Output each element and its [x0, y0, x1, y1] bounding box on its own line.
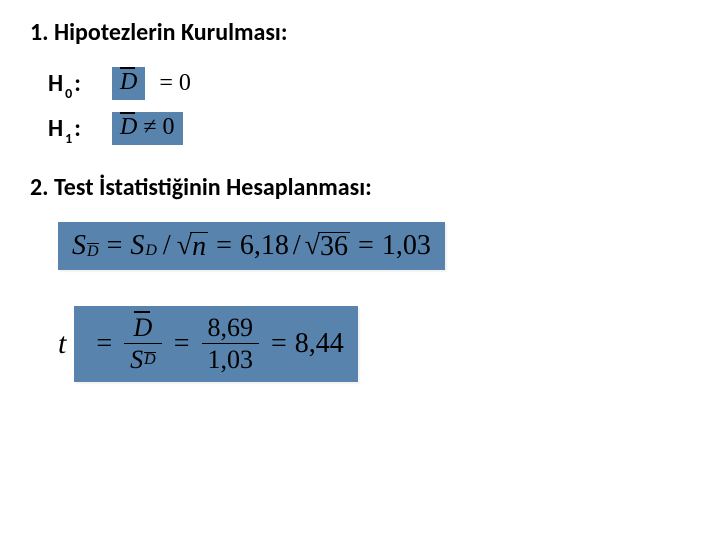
s-n: n: [190, 232, 208, 261]
h1-d: D: [120, 114, 137, 140]
s-SD-S: S: [130, 230, 144, 262]
t-eq1: =: [96, 328, 112, 360]
h1-letter: H: [48, 114, 63, 143]
sqrt-n-icon: √n: [177, 232, 208, 261]
h0-sub: 0: [65, 85, 72, 102]
t-symbol: t: [58, 327, 66, 361]
s-result: 1,03: [382, 230, 431, 262]
section1-title: 1. Hipotezlerin Kurulması:: [30, 18, 690, 47]
h0-d: D: [120, 69, 137, 95]
formula-s-row: S D = S D / √n = 6,18 / √36 = 1,03: [58, 222, 690, 270]
t-den-val: 1,03: [202, 343, 260, 373]
h1-row: H1: D ≠ 0: [48, 112, 690, 145]
h0-row: H0: D = 0: [48, 67, 690, 100]
h1-colon: :: [74, 114, 81, 143]
h1-label: H1:: [48, 114, 104, 143]
s-SD-D: D: [145, 242, 157, 260]
s-eq1: =: [107, 230, 123, 262]
t-den-sub-dbar-icon: D: [144, 352, 156, 369]
t-eq3: =: [271, 328, 287, 360]
s-eq2: =: [216, 230, 232, 262]
s-eq3: =: [358, 230, 374, 262]
t-num-D: D: [134, 313, 153, 342]
s-val-sd: 6,18: [240, 230, 289, 262]
s-slash2: /: [293, 230, 301, 262]
h0-letter: H: [48, 69, 63, 98]
h1-sub: 1: [65, 130, 72, 147]
s-lhs-sub-dbar-icon: D: [87, 243, 99, 261]
t-num-val: 8,69: [202, 314, 260, 343]
h0-dbar: D: [120, 69, 137, 96]
h0-dbar-box: D: [112, 67, 145, 100]
s-lhs-S: S: [72, 230, 86, 262]
t-frac1: D S D: [124, 314, 162, 374]
t-result: 8,44: [295, 328, 344, 360]
t-eq2: =: [174, 328, 190, 360]
s-slash1: /: [163, 230, 171, 262]
formula-t-box: = D S D = 8,69 1,03 = 8,44: [74, 306, 357, 382]
h1-dbar-box: D ≠ 0: [112, 112, 183, 145]
sqrt-36-icon: √36: [305, 232, 350, 261]
t-den-S: S: [130, 346, 143, 373]
h0-label: H0:: [48, 69, 104, 98]
h1-dbar: D: [120, 114, 137, 141]
h0-equals-zero: = 0: [159, 70, 191, 97]
h0-colon: :: [74, 69, 81, 98]
formula-t-row: t = D S D = 8,69 1,03 =: [58, 306, 690, 382]
hypotheses-block: H0: D = 0 H1: D ≠ 0: [48, 67, 690, 145]
section2-title: 2. Test İstatistiğinin Hesaplanması:: [30, 173, 690, 202]
h1-neq-zero: ≠ 0: [143, 114, 174, 141]
formula-s-box: S D = S D / √n = 6,18 / √36 = 1,03: [58, 222, 445, 270]
t-frac2: 8,69 1,03: [202, 314, 260, 374]
s-val-n: 36: [318, 232, 350, 261]
